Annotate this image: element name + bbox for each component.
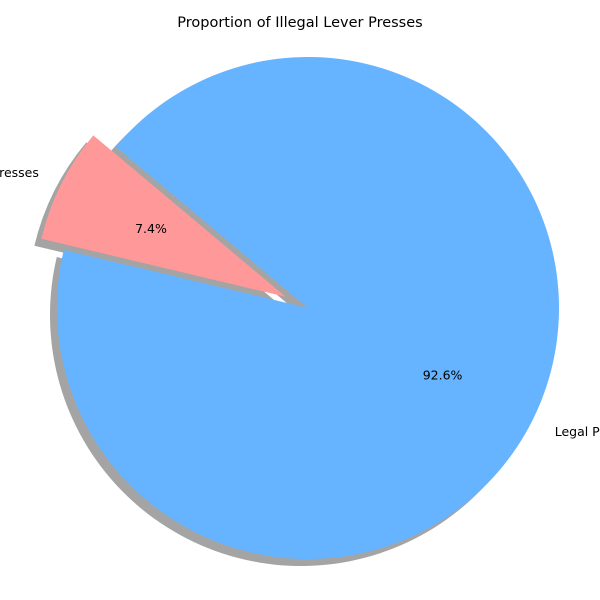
slice-label: Illegal Presses [0, 165, 39, 180]
slice-percent-label: 92.6% [423, 368, 463, 383]
slice-percent-label: 7.4% [135, 221, 167, 236]
chart-title: Proportion of Illegal Lever Presses [177, 15, 422, 31]
pie-slice-illegal-presses [41, 135, 286, 297]
slice-label: Legal Presses [555, 424, 600, 439]
pie-slice-legal-presses [56, 57, 559, 560]
slice-layer [41, 57, 559, 560]
label-layer: Illegal Presses 7.4% Legal Presses 92.6% [0, 165, 600, 439]
